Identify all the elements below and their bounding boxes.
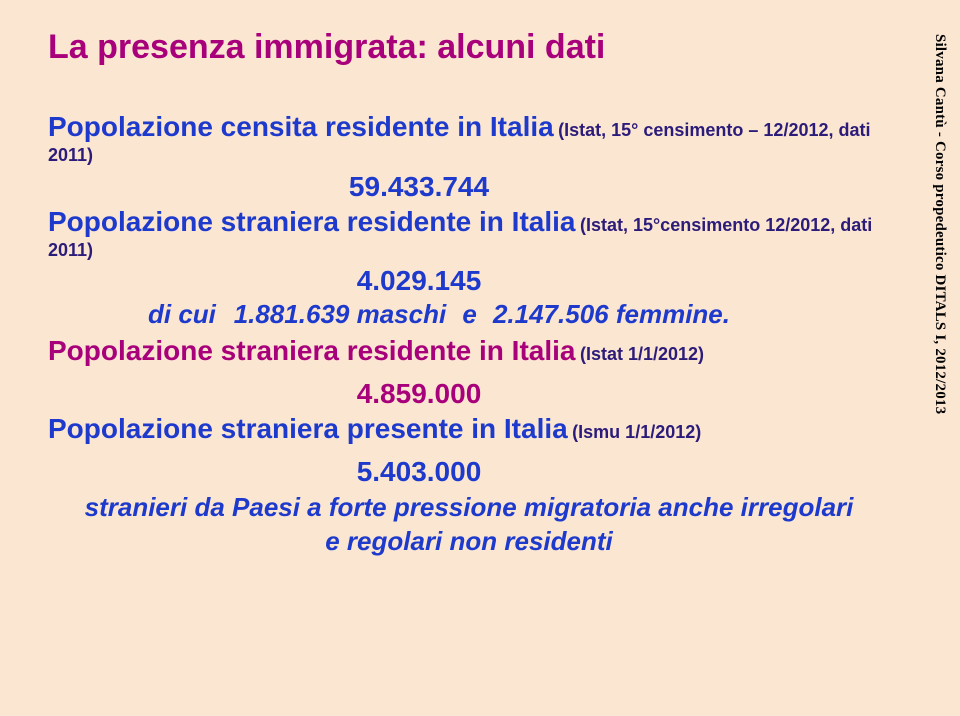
slide-title: La presenza immigrata: alcuni dati bbox=[48, 28, 890, 67]
section-residente: Popolazione censita residente in Italia … bbox=[48, 109, 890, 167]
section-straniera-residente: Popolazione straniera residente in Itali… bbox=[48, 204, 890, 262]
straniera-residente-2-source: (Istat 1/1/2012) bbox=[580, 344, 704, 364]
breakdown-female: 2.147.506 femmine. bbox=[493, 299, 730, 329]
straniera-presente-value: 5.403.000 bbox=[0, 454, 890, 489]
section-straniera-presente: Popolazione straniera presente in Italia… bbox=[48, 411, 890, 446]
breakdown-prefix: di cui bbox=[148, 299, 216, 329]
breakdown-row: di cui 1.881.639 maschi e 2.147.506 femm… bbox=[148, 298, 890, 331]
breakdown-male: 1.881.639 maschi bbox=[234, 299, 447, 329]
sidebar-credit: Silvana Cantù - Corso propedeutico DITAL… bbox=[926, 34, 948, 494]
straniera-residente-value: 4.029.145 bbox=[0, 263, 890, 298]
section-straniera-residente-2: Popolazione straniera residente in Itali… bbox=[48, 333, 890, 368]
straniera-presente-label: Popolazione straniera presente in Italia bbox=[48, 413, 568, 444]
straniera-residente-label: Popolazione straniera residente in Itali… bbox=[48, 206, 576, 237]
residente-label: Popolazione censita residente in Italia bbox=[48, 111, 554, 142]
straniera-residente-2-value: 4.859.000 bbox=[0, 376, 890, 411]
residente-value: 59.433.744 bbox=[0, 169, 890, 204]
footer-line-2: e regolari non residenti bbox=[48, 525, 890, 558]
slide: La presenza immigrata: alcuni dati Popol… bbox=[0, 0, 960, 716]
straniera-residente-2-label: Popolazione straniera residente in Itali… bbox=[48, 335, 576, 366]
breakdown-join: e bbox=[462, 299, 476, 329]
straniera-presente-source: (Ismu 1/1/2012) bbox=[572, 422, 701, 442]
footer-line-1: stranieri da Paesi a forte pressione mig… bbox=[48, 491, 890, 524]
